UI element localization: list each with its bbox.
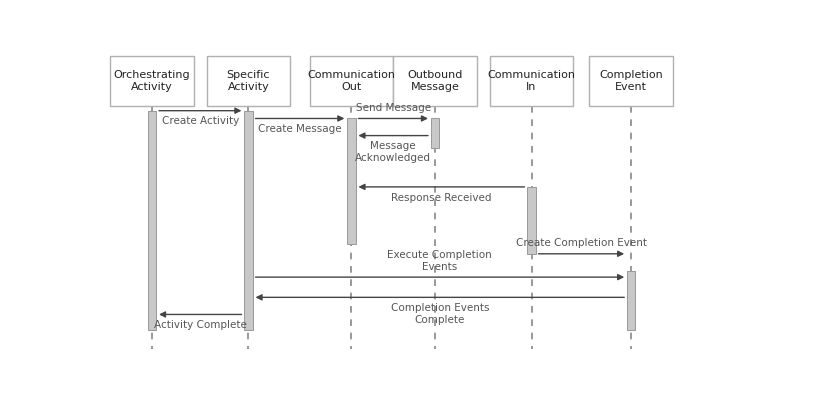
Bar (347, 118, 355, 244)
Bar (627, 271, 636, 330)
Bar (490, 56, 574, 106)
Text: Completion Events
Complete: Completion Events Complete (391, 303, 489, 324)
Text: Message
Acknowledged: Message Acknowledged (355, 141, 432, 163)
Text: Communication
In: Communication In (487, 70, 575, 92)
Bar (393, 56, 476, 106)
Bar (207, 56, 290, 106)
Text: Execute Completion
Events: Execute Completion Events (388, 250, 492, 271)
Text: Create Completion Event: Create Completion Event (516, 238, 647, 248)
Text: Create Message: Create Message (258, 124, 342, 134)
Text: Response Received: Response Received (391, 193, 491, 202)
Text: Activity Complete: Activity Complete (154, 320, 247, 330)
Text: Specific
Activity: Specific Activity (227, 70, 271, 92)
Bar (527, 187, 535, 254)
Text: Outbound
Message: Outbound Message (408, 70, 462, 92)
Text: Communication
Out: Communication Out (307, 70, 395, 92)
Bar (431, 118, 439, 148)
Text: Orchestrating
Activity: Orchestrating Activity (114, 70, 190, 92)
Text: Completion
Event: Completion Event (599, 70, 663, 92)
Bar (110, 56, 194, 106)
Text: Create Activity: Create Activity (162, 116, 239, 126)
Bar (148, 111, 156, 330)
Text: Send Message: Send Message (355, 103, 431, 113)
Bar (310, 56, 393, 106)
Bar (244, 111, 252, 330)
Bar (589, 56, 673, 106)
